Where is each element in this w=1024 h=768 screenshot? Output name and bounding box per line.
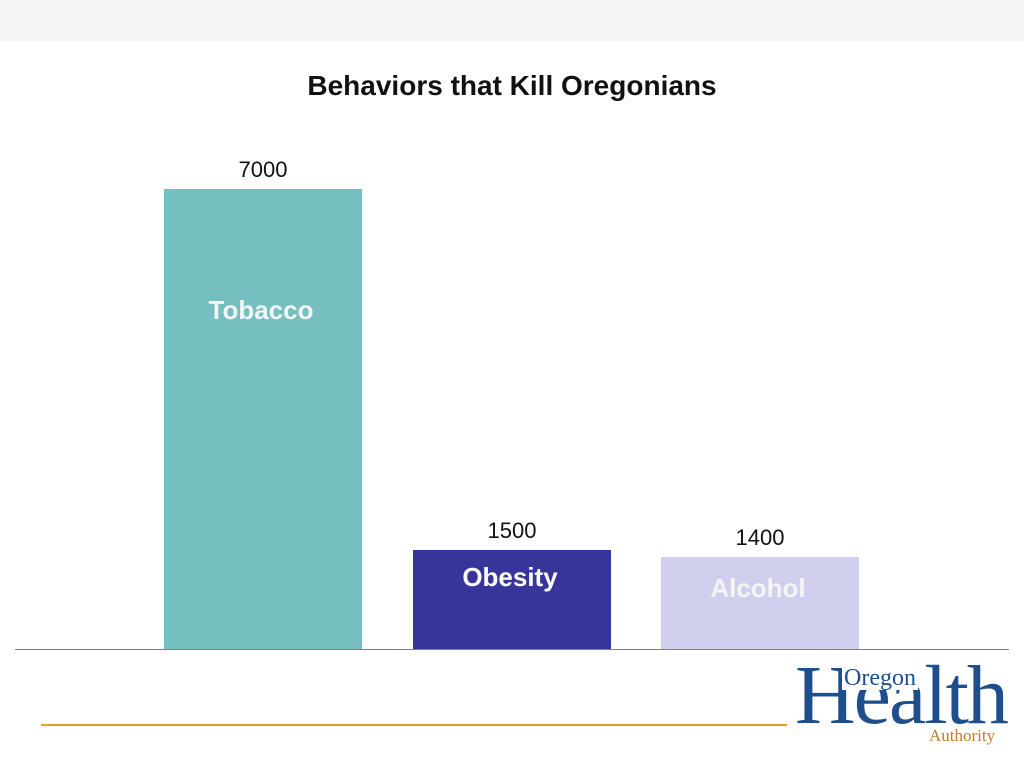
bar-alcohol [661, 557, 859, 649]
bar-obesity [413, 550, 611, 649]
category-label-alcohol: Alcohol [710, 573, 805, 603]
logo-oregon-text: Oregon [842, 665, 918, 691]
data-label-alcohol: 1400 [736, 525, 785, 550]
bar-tobacco [164, 189, 362, 649]
data-label-obesity: 1500 [488, 518, 537, 543]
category-label-tobacco: Tobacco [209, 295, 314, 325]
category-label-obesity: Obesity [462, 562, 558, 592]
slide-title: Behaviors that Kill Oregonians [307, 70, 717, 101]
footer-divider [41, 724, 787, 726]
logo-authority-text: Authority [927, 726, 998, 745]
slide-header-band [0, 0, 1024, 41]
oregon-health-authority-logo: Health Oregon Authority [790, 654, 1009, 750]
data-label-tobacco: 7000 [239, 157, 288, 182]
